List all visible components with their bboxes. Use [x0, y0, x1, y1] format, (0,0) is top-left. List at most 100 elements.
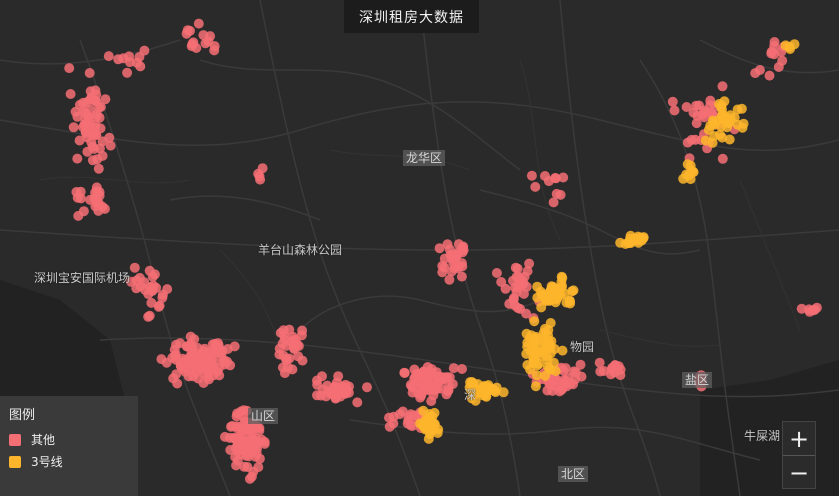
- zoom-in-button[interactable]: +: [783, 422, 815, 456]
- listing-point-other: [317, 371, 327, 382]
- legend-item-other[interactable]: 其他: [9, 431, 129, 448]
- listing-point-other: [72, 153, 83, 164]
- listing-point-line3: [529, 316, 540, 327]
- listing-point-line3: [525, 364, 536, 375]
- listing-point-other: [297, 325, 308, 336]
- listing-point-line3: [536, 302, 547, 313]
- listing-point-other: [209, 338, 220, 349]
- listing-point-other: [448, 363, 459, 374]
- listing-point-line3: [532, 281, 543, 292]
- listing-point-other: [524, 258, 535, 269]
- listing-point-other: [100, 94, 111, 105]
- listing-point-other: [65, 89, 76, 99]
- listing-point-other: [491, 268, 502, 278]
- listing-point-other: [232, 445, 243, 456]
- listing-point-other: [78, 206, 89, 217]
- zoom-out-button[interactable]: −: [783, 456, 815, 489]
- listing-point-other: [432, 377, 443, 388]
- listing-point-line3: [481, 381, 492, 392]
- listing-point-other: [686, 134, 697, 145]
- listing-point-other: [399, 367, 410, 378]
- listing-point-other: [187, 352, 197, 363]
- minus-icon: −: [788, 458, 810, 487]
- listing-point-other: [691, 118, 702, 129]
- listing-point-other: [232, 455, 243, 466]
- listing-point-other: [796, 303, 807, 314]
- legend-swatch-other: [9, 433, 21, 446]
- listing-point-other: [274, 349, 285, 360]
- listing-point-other: [235, 421, 246, 432]
- listing-point-other: [105, 140, 116, 151]
- listing-point-other: [452, 263, 463, 274]
- listing-point-other: [543, 176, 554, 187]
- listing-point-other: [246, 471, 257, 482]
- listing-point-line3: [528, 345, 539, 356]
- listing-point-other: [560, 363, 571, 374]
- listing-point-other: [403, 415, 414, 426]
- listing-point-other: [287, 331, 298, 342]
- listing-point-other: [293, 351, 304, 362]
- listing-point-other: [519, 271, 530, 282]
- listing-point-other: [118, 53, 129, 64]
- listing-point-other: [568, 379, 579, 390]
- listing-point-other: [444, 372, 455, 383]
- listing-point-other: [413, 388, 423, 399]
- listing-point-other: [131, 57, 142, 68]
- listing-point-line3: [717, 132, 728, 143]
- listing-point-line3: [426, 425, 437, 436]
- listing-point-other: [143, 311, 154, 322]
- place-label-botanical: 物园: [570, 340, 595, 354]
- listing-point-line3: [559, 288, 570, 299]
- listing-point-other: [188, 37, 199, 48]
- listing-point-other: [388, 418, 399, 429]
- map-title: 深圳租房大数据: [344, 0, 479, 33]
- listing-point-other: [551, 381, 562, 392]
- listing-point-other: [185, 364, 196, 375]
- listing-point-other: [717, 153, 728, 164]
- legend-title: 图例: [9, 408, 36, 423]
- listing-point-line3: [423, 433, 434, 444]
- listing-point-other: [131, 275, 142, 286]
- listing-point-other: [287, 364, 298, 375]
- listing-point-other: [193, 18, 204, 29]
- listing-point-line3: [729, 112, 740, 123]
- listing-point-other: [254, 425, 265, 436]
- district-label-nanshan: 山区: [248, 408, 279, 424]
- listing-point-other: [809, 304, 820, 315]
- listing-point-line3: [531, 370, 542, 381]
- legend-item-line3[interactable]: 3号线: [9, 453, 129, 470]
- listing-point-other: [209, 45, 220, 56]
- listing-point-other: [84, 68, 95, 78]
- place-label-shen: 深: [464, 388, 477, 402]
- listing-point-line3: [540, 323, 550, 334]
- district-label-north: 北区: [558, 466, 589, 482]
- listing-point-other: [558, 172, 569, 183]
- listing-point-other: [669, 105, 680, 116]
- listing-point-other: [72, 192, 83, 203]
- listing-point-line3: [481, 391, 492, 402]
- listing-point-other: [405, 379, 416, 390]
- listing-point-line3: [429, 407, 440, 418]
- listing-point-line3: [615, 237, 626, 248]
- listing-point-other: [341, 386, 352, 397]
- listing-point-other: [423, 383, 434, 394]
- listing-point-other: [352, 397, 363, 408]
- listing-point-other: [94, 190, 105, 201]
- listing-point-line3: [533, 334, 544, 345]
- listing-point-other: [667, 96, 678, 107]
- listing-point-other: [259, 436, 270, 447]
- listing-point-other: [185, 25, 195, 36]
- listing-point-other: [91, 182, 102, 193]
- listing-point-other: [122, 67, 133, 78]
- listing-point-other: [78, 122, 89, 133]
- listing-point-other: [542, 385, 553, 396]
- place-label-airport: 深圳宝安国际机场: [34, 271, 131, 285]
- listing-point-other: [143, 289, 154, 300]
- listing-point-other: [72, 111, 83, 122]
- listing-point-other: [81, 97, 92, 108]
- district-label-yantian: 盐区: [682, 372, 713, 388]
- listing-point-other: [766, 46, 777, 57]
- listing-point-other: [518, 288, 529, 299]
- district-label-longhua: 龙华区: [403, 150, 446, 166]
